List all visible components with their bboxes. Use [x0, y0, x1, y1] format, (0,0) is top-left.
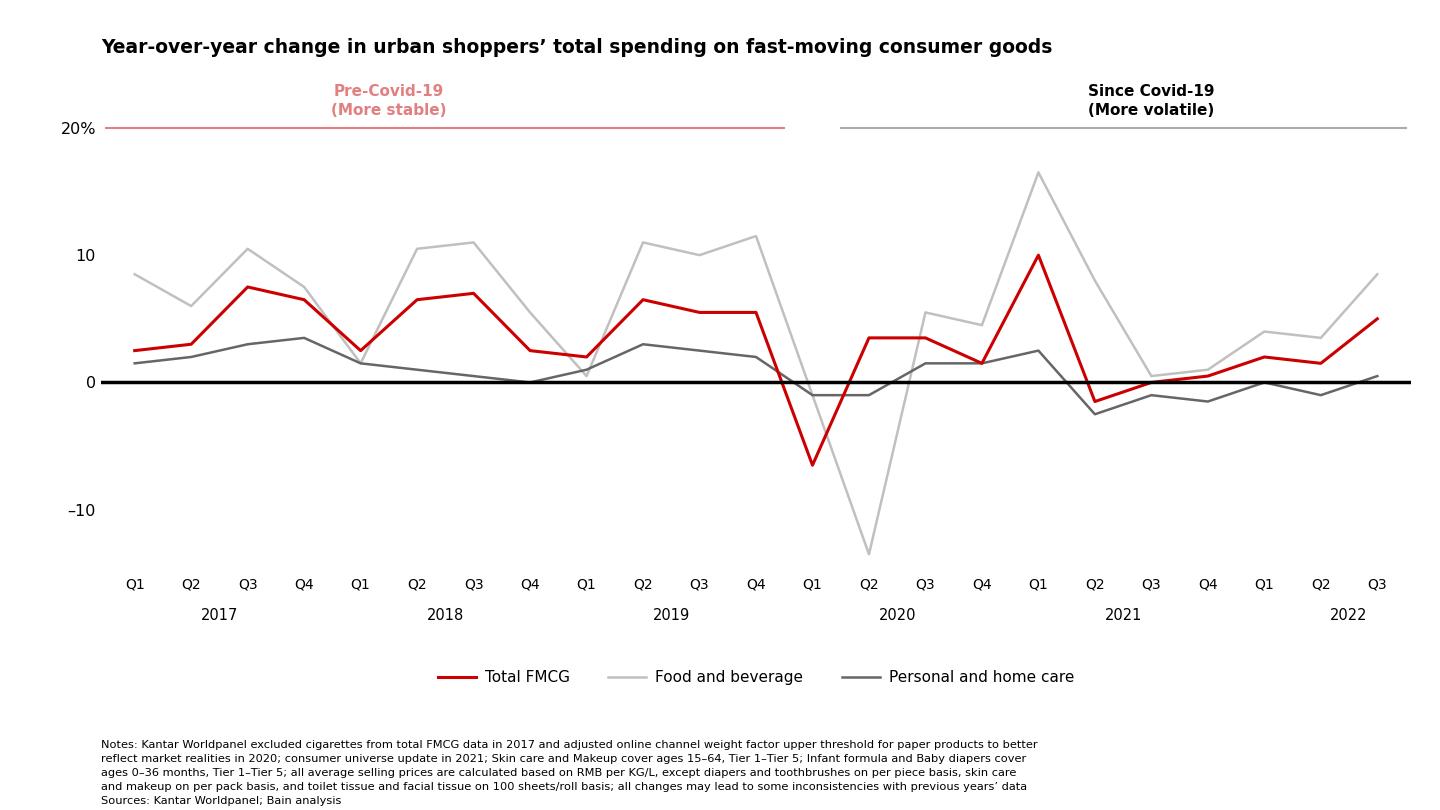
Text: 2022: 2022: [1331, 608, 1368, 623]
Text: Q3: Q3: [690, 578, 710, 591]
Text: Q3: Q3: [238, 578, 258, 591]
Text: 2021: 2021: [1104, 608, 1142, 623]
Text: Q1: Q1: [802, 578, 822, 591]
Text: Q4: Q4: [520, 578, 540, 591]
Text: Q3: Q3: [464, 578, 484, 591]
Text: Q2: Q2: [860, 578, 878, 591]
Text: Notes: Kantar Worldpanel excluded cigarettes from total FMCG data in 2017 and ad: Notes: Kantar Worldpanel excluded cigare…: [101, 740, 1037, 806]
Text: Q2: Q2: [1086, 578, 1104, 591]
Text: 2019: 2019: [652, 608, 690, 623]
Text: Q3: Q3: [1142, 578, 1161, 591]
Text: Q1: Q1: [576, 578, 596, 591]
Legend: Total FMCG, Food and beverage, Personal and home care: Total FMCG, Food and beverage, Personal …: [432, 663, 1080, 691]
Text: Q4: Q4: [746, 578, 766, 591]
Text: Q2: Q2: [1310, 578, 1331, 591]
Text: Q4: Q4: [972, 578, 992, 591]
Text: Q4: Q4: [294, 578, 314, 591]
Text: Q2: Q2: [181, 578, 202, 591]
Text: Pre-Covid-19
(More stable): Pre-Covid-19 (More stable): [331, 84, 446, 117]
Text: Q4: Q4: [1198, 578, 1218, 591]
Text: Q1: Q1: [125, 578, 144, 591]
Text: Q3: Q3: [916, 578, 935, 591]
Text: Since Covid-19
(More volatile): Since Covid-19 (More volatile): [1089, 84, 1214, 117]
Text: 2020: 2020: [878, 608, 916, 623]
Text: Q1: Q1: [351, 578, 370, 591]
Text: Q2: Q2: [408, 578, 426, 591]
Text: Q2: Q2: [634, 578, 652, 591]
Text: Q3: Q3: [1368, 578, 1387, 591]
Text: Q1: Q1: [1028, 578, 1048, 591]
Text: 2017: 2017: [200, 608, 238, 623]
Text: Year-over-year change in urban shoppers’ total spending on fast-moving consumer : Year-over-year change in urban shoppers’…: [101, 38, 1053, 57]
Text: 2018: 2018: [426, 608, 464, 623]
Text: Q1: Q1: [1254, 578, 1274, 591]
